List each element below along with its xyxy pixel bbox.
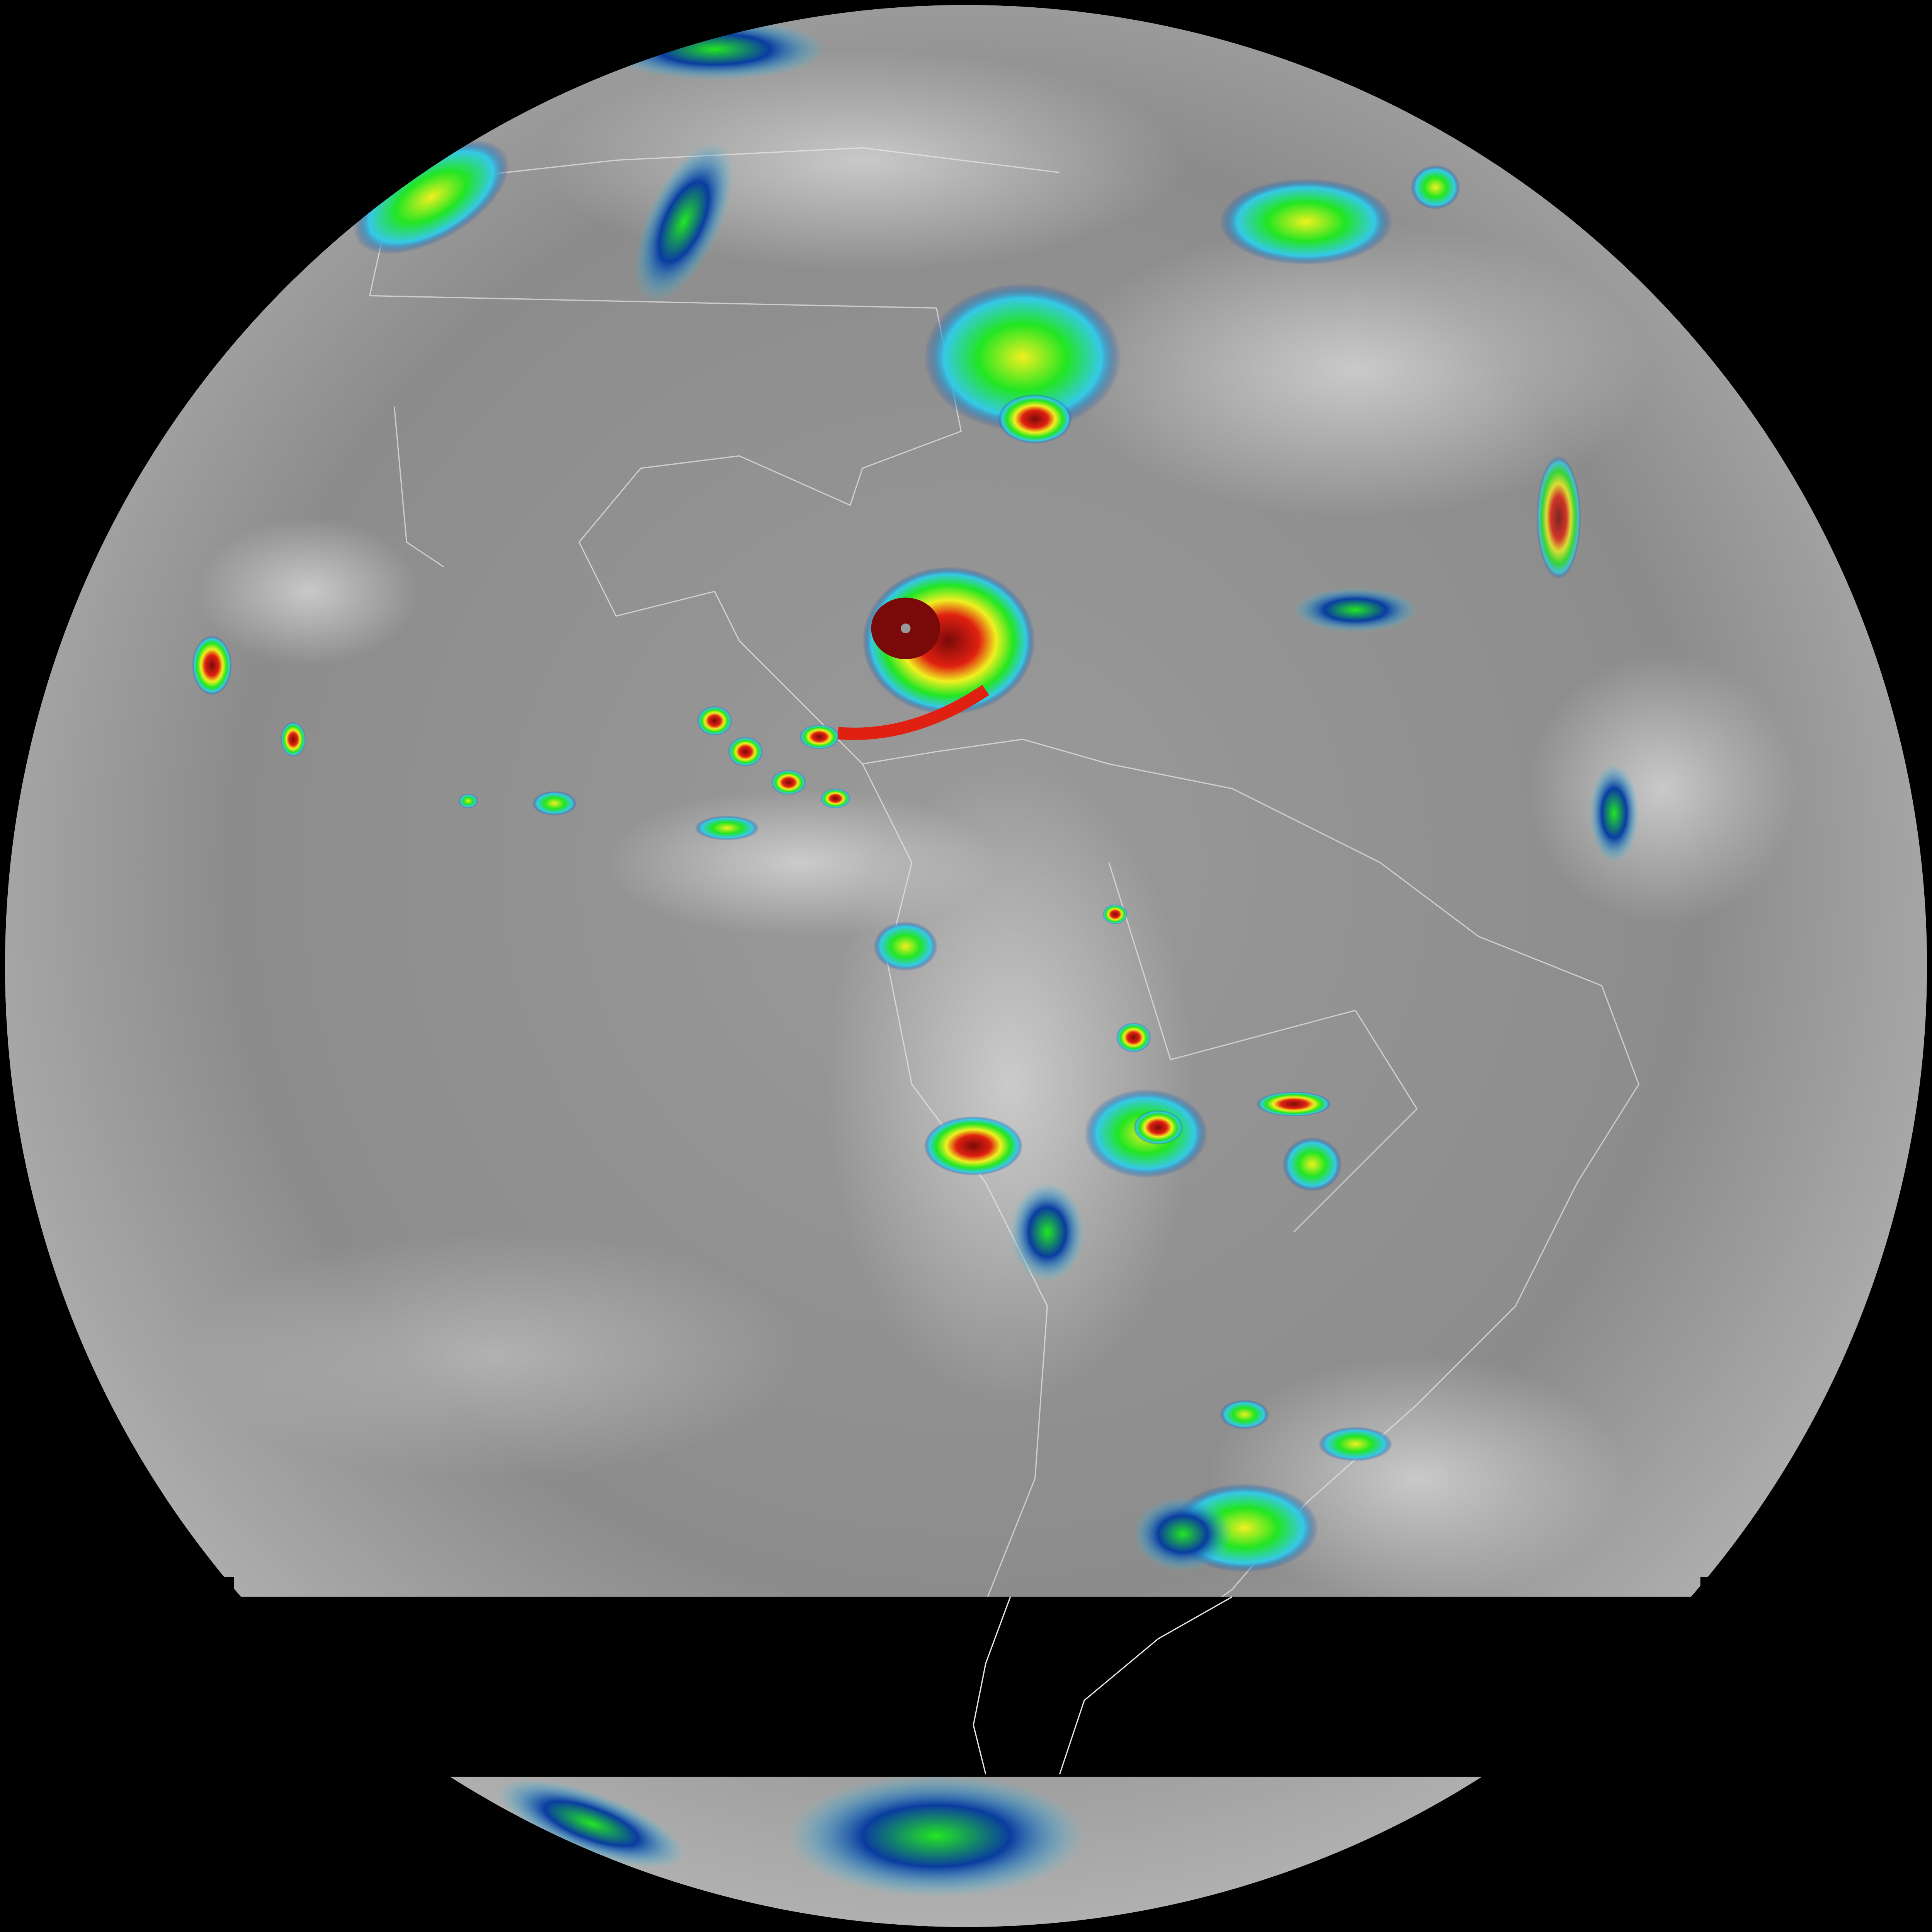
convection-south bbox=[1133, 1400, 1393, 1572]
missing-scan-band bbox=[0, 1597, 1932, 1777]
missing-scan-band-lower-left bbox=[0, 1774, 446, 1799]
storm-north-atlantic bbox=[924, 283, 1121, 444]
convection-itcz bbox=[192, 636, 850, 840]
convection-amazon bbox=[873, 904, 1342, 1282]
patagonia-outline bbox=[973, 1596, 1233, 1775]
convection-north bbox=[353, 18, 1639, 863]
missing-scan-band-left bbox=[0, 1577, 234, 1799]
hurricane-caribbean bbox=[837, 566, 1035, 740]
storm-south-ocean bbox=[498, 1774, 1085, 1898]
missing-scan-band-right bbox=[1700, 1577, 1932, 1602]
missing-scan-band-lower-right bbox=[1485, 1774, 1932, 1799]
cloud-cover bbox=[185, 49, 1799, 1602]
